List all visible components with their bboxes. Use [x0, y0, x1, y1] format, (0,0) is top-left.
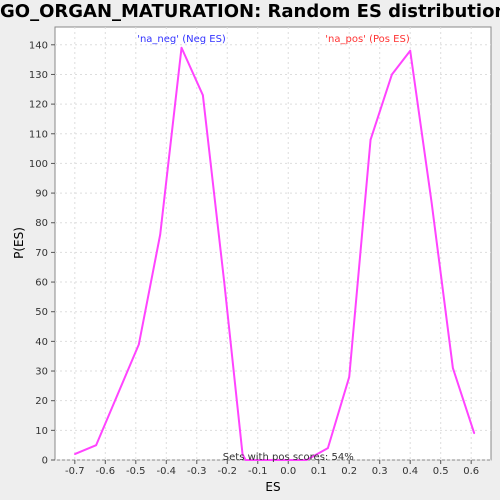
series-layer — [74, 46, 476, 461]
plot-area — [54, 26, 492, 461]
x-tick-label: 0.1 — [311, 466, 327, 477]
data-point — [473, 432, 476, 435]
data-point — [95, 444, 97, 446]
y-tick-label: 30 — [35, 367, 48, 378]
x-tick-label: -0.6 — [96, 466, 116, 477]
y-axis-label: P(ES) — [12, 227, 26, 259]
data-point — [244, 459, 247, 461]
x-tick-label: -0.3 — [187, 466, 207, 477]
x-tick-label: -0.4 — [157, 466, 177, 477]
y-tick-label: 80 — [35, 218, 48, 229]
data-point — [241, 453, 244, 455]
data-point — [391, 73, 393, 76]
data-point — [287, 459, 290, 461]
data-point — [180, 46, 183, 49]
data-point — [159, 233, 161, 236]
data-point — [223, 281, 226, 283]
data-point — [305, 459, 308, 461]
y-tick-label: 110 — [29, 129, 48, 140]
annotation-2: Sets with pos scores: 54% — [223, 452, 354, 463]
data-point — [452, 367, 454, 369]
chart-title: GO_ORGAN_MATURATION: Random ES distribut… — [0, 1, 500, 22]
y-tick-label: 60 — [35, 278, 48, 289]
grid-lines — [55, 27, 491, 461]
annotation-1: 'na_pos' (Pos ES) — [325, 34, 410, 45]
y-tick-label: 70 — [35, 248, 48, 259]
y-tick-label: 20 — [35, 396, 48, 407]
annotations-layer: 'na_neg' (Neg ES) 'na_pos' (Pos ES) Sets w… — [137, 34, 410, 463]
y-tick-label: 100 — [29, 159, 48, 170]
data-point — [369, 138, 372, 141]
x-axis-label: ES — [265, 480, 280, 494]
data-point — [348, 376, 351, 378]
data-point — [116, 393, 119, 396]
x-tick-label: 0.0 — [280, 466, 296, 477]
x-tick-label: 0.6 — [463, 466, 479, 477]
y-tick-label: 90 — [35, 189, 48, 200]
data-point — [327, 447, 329, 449]
data-point — [430, 201, 433, 203]
x-tick-label: 0.4 — [402, 466, 418, 477]
y-tick-label: 130 — [29, 70, 48, 81]
x-tick-label: 0.5 — [433, 466, 449, 477]
y-tick-label: 140 — [29, 40, 48, 51]
x-tick-label: -0.2 — [218, 466, 238, 477]
y-tick-label: 0 — [42, 456, 48, 467]
x-tick-label: -0.1 — [248, 466, 268, 477]
x-tick-label: 0.3 — [372, 466, 388, 477]
x-tick-label: -0.7 — [65, 466, 85, 477]
x-tick-label: -0.5 — [126, 466, 146, 477]
data-point — [409, 49, 412, 52]
y-tick-label: 10 — [35, 426, 48, 437]
data-point — [138, 343, 140, 346]
annotation-0: 'na_neg' (Neg ES) — [137, 34, 226, 45]
y-tick-label: 120 — [29, 100, 48, 111]
y-tick-label: 40 — [35, 337, 48, 348]
data-point — [74, 453, 76, 455]
x-tick-label: 0.2 — [341, 466, 357, 477]
y-tick-label: 50 — [35, 307, 48, 318]
data-point — [266, 459, 268, 461]
data-point — [202, 94, 204, 97]
axes: -0.7 -0.6 -0.5 -0.4 -0.3 -0.2 -0.1 0.0 0.1 0.2 0.3… — [29, 40, 479, 477]
